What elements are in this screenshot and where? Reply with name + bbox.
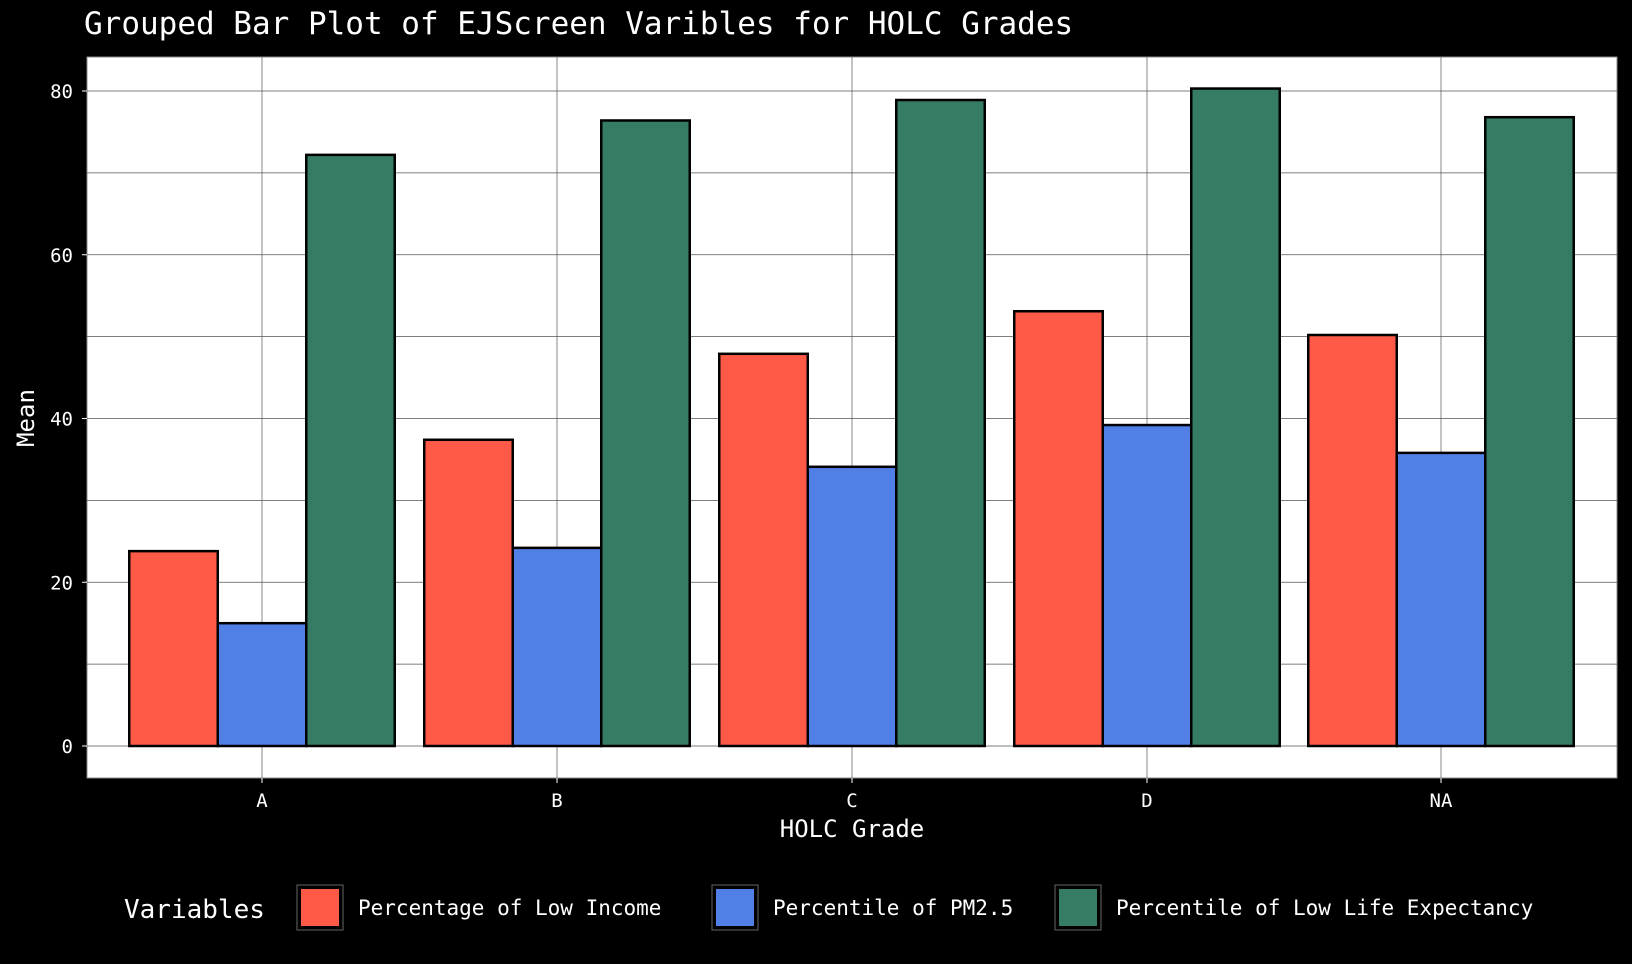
bar-d-series-2 (1101, 423, 1193, 748)
x-tick-label: D (1141, 790, 1152, 812)
legend-key-frame (711, 884, 759, 931)
bar-c-series-3 (895, 98, 986, 748)
x-tick-label: NA (1430, 790, 1453, 812)
bar-c-series-1 (718, 352, 809, 748)
x-axis-label: HOLC Grade (780, 815, 925, 843)
bar-b-series-1 (423, 438, 514, 748)
bar-na-series-3 (1484, 115, 1575, 748)
bar-b-series-3 (600, 119, 691, 748)
y-axis-ticks: 0 20 40 60 80 (50, 81, 87, 758)
y-tick-label: 80 (50, 81, 73, 103)
bar-b-series-2 (511, 546, 603, 748)
y-tick-label: 60 (50, 245, 73, 267)
legend-key-frame (1054, 884, 1102, 931)
bar-a-series-3 (305, 153, 396, 748)
bar-d-series-3 (1190, 87, 1281, 748)
y-axis-label: Mean (12, 389, 40, 447)
bar-d-series-1 (1013, 309, 1104, 748)
chart-title: Grouped Bar Plot of EJScreen Varibles fo… (84, 6, 1073, 42)
y-tick-label: 0 (62, 736, 73, 758)
y-tick-label: 20 (50, 572, 73, 594)
legend-swatch-2 (716, 889, 754, 926)
legend-swatch-1 (301, 889, 339, 926)
legend-label-2: Percentile of PM2.5 (773, 896, 1013, 920)
x-tick-label: B (551, 790, 562, 812)
bar-c-series-2 (806, 465, 898, 748)
legend-label-3: Percentile of Low Life Expectancy (1116, 896, 1533, 920)
legend-label-1: Percentage of Low Income (358, 896, 661, 920)
bar-na-series-2 (1395, 451, 1487, 748)
legend-key-frame (296, 884, 344, 931)
bar-a-series-2 (216, 621, 308, 748)
x-tick-label: C (846, 790, 857, 812)
bar-na-series-1 (1307, 333, 1398, 748)
bars (128, 87, 1575, 748)
legend-swatch-3 (1059, 889, 1097, 926)
y-tick-label: 40 (50, 409, 73, 431)
legend-title: Variables (124, 895, 265, 925)
x-axis-ticks: A B C D NA (256, 778, 1453, 812)
legend: Variables Percentage of Low Income Percen… (124, 884, 1533, 931)
x-tick-label: A (256, 790, 268, 812)
bar-a-series-1 (128, 549, 219, 748)
